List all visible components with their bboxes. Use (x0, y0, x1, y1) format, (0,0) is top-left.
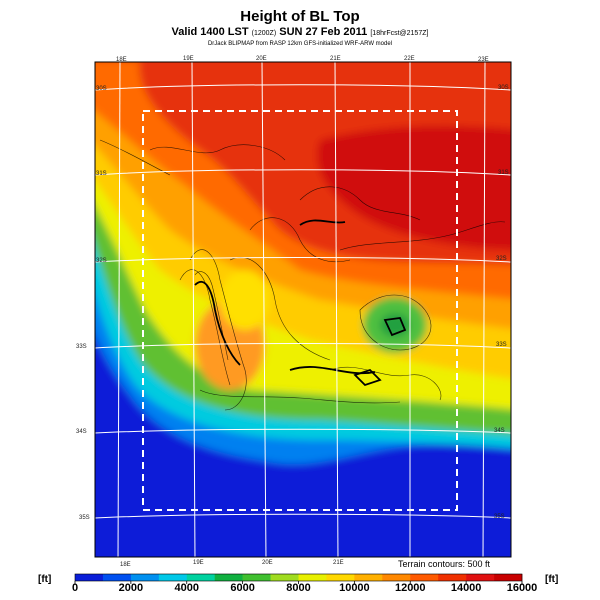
colorbar-swatch (494, 574, 523, 581)
colorbar-tick-label: 10000 (339, 582, 370, 594)
colorbar-tick-label: 6000 (230, 582, 255, 594)
lon-label-top: 22E (404, 56, 415, 62)
map-frame (94, 61, 512, 558)
lon-label-top: 20E (256, 56, 267, 62)
colorbar-swatch (298, 574, 327, 581)
lon-label-top: 19E (183, 56, 194, 62)
lat-label-left: 33S (76, 344, 87, 350)
colorbar-swatch (466, 574, 495, 581)
model-credit: DrJack BLIPMAP from RASP 12km GFS-initia… (207, 41, 393, 47)
terrain-contour-note: Terrain contours: 500 ft (398, 559, 491, 569)
lat-label-left: 32S (96, 258, 107, 264)
valid-time: Valid 1400 LST (171, 26, 249, 38)
lat-label-right: 31S (498, 170, 509, 176)
lon-label-top: 21E (330, 56, 341, 62)
lat-label-left: 30S (96, 86, 107, 92)
lat-label-right: 33S (496, 342, 507, 348)
bold-contours (194, 219, 407, 387)
forecast-run: [18hrFcst@2157Z] (370, 30, 429, 37)
colorbar-swatch (270, 574, 299, 581)
colorbar (74, 573, 523, 584)
colorbar-tick-label: 12000 (394, 582, 426, 594)
colorbar-swatch (382, 574, 411, 581)
colorbar-tick-label: 16000 (506, 582, 538, 594)
map-plot-area (95, 62, 511, 557)
colorbar-swatch (102, 574, 132, 581)
lat-label-left: 35S (79, 515, 90, 521)
colorbar-swatch (158, 574, 188, 581)
lat-label-right: 32S (496, 256, 507, 262)
colorbar-swatch (130, 574, 160, 581)
colorbar-swatch (75, 574, 104, 581)
lon-label-top: 18E (116, 57, 127, 63)
colorbar-swatch (214, 574, 243, 581)
unit-label-right: [ft] (545, 574, 559, 585)
lon-label-bottom: 19E (193, 560, 204, 566)
valid-time-line: Valid 1400 LST (1200Z) SUN 27 Feb 2011 [… (0, 26, 600, 38)
colorbar-swatch (242, 574, 271, 581)
lat-label-right: 30S (498, 85, 509, 91)
colorbar-tick-label: 14000 (450, 582, 482, 594)
lon-label-bottom: 18E (120, 562, 131, 568)
colorbar-tick-label: 8000 (286, 582, 311, 594)
inner-domain-box (142, 110, 458, 511)
colorbar-swatch (326, 574, 355, 581)
colorbar-swatch (438, 574, 467, 581)
lon-label-bottom: 20E (262, 560, 273, 566)
lon-label-top: 23E (478, 57, 489, 63)
bl-height-field (95, 62, 511, 557)
colorbar-tick-label: 4000 (174, 582, 199, 594)
unit-label-left: [ft] (38, 574, 52, 585)
lat-label-left: 31S (96, 171, 107, 177)
colorbar-tick-label: 0 (71, 582, 79, 594)
lat-label-right: 35S (494, 514, 505, 520)
lat-label-right: 34S (494, 428, 505, 434)
lat-label-left: 34S (76, 429, 87, 435)
forecast-date: SUN 27 Feb 2011 (279, 26, 368, 38)
map-title: Height of BL Top (240, 8, 360, 25)
lon-label-bottom: 21E (333, 560, 344, 566)
colorbar-swatch (186, 574, 215, 581)
utc-time: (1200Z) (251, 30, 277, 37)
colorbar-tick-label: 2000 (118, 582, 144, 594)
colorbar-swatch (410, 574, 439, 581)
colorbar-swatch (354, 574, 383, 581)
